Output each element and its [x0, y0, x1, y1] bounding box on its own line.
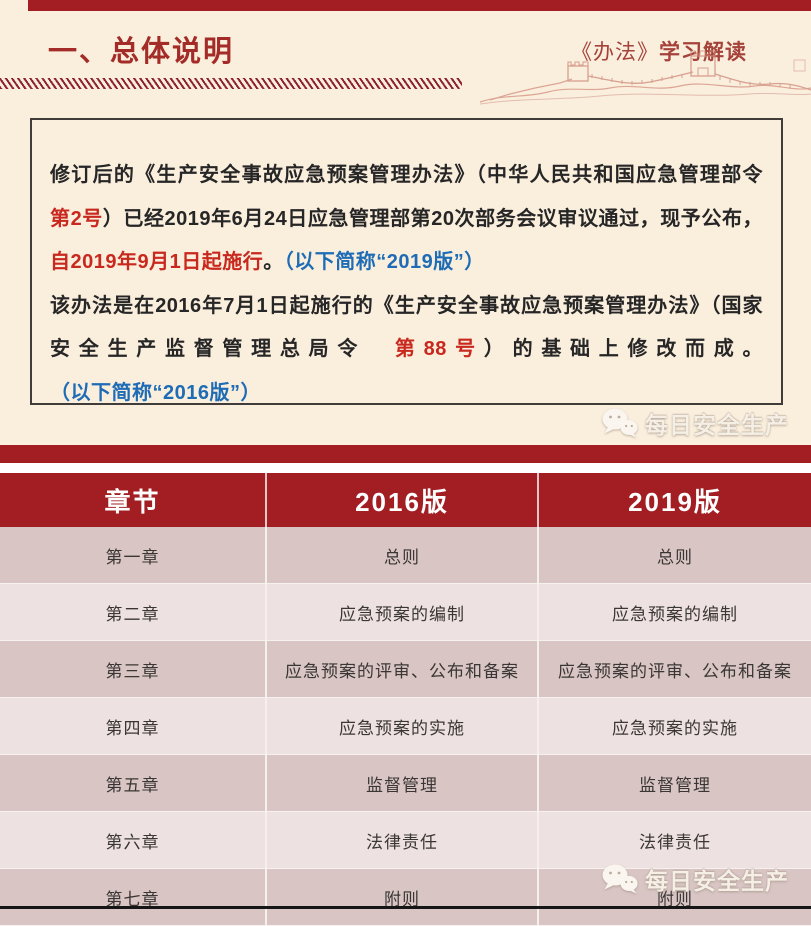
- bottom-edge-bar: [0, 906, 811, 909]
- table-cell: 第三章: [0, 641, 267, 697]
- table-cell: 第二章: [0, 584, 267, 640]
- intro-text-segment: ）的基础上修改而成。: [483, 338, 763, 360]
- table-cell: 附则: [657, 889, 693, 909]
- table-cell: 应急预案的编制: [612, 604, 738, 624]
- comparison-table-body: 第一章 总则 总则 第二章 应急预案的编制 应急预案的编制 第三章 应急预案的评审、公布和备案…: [0, 527, 811, 926]
- page-subtitle: 《办法》学习解读: [571, 36, 747, 66]
- table-header-row: 章节 2016版 2019版: [0, 473, 811, 527]
- table-cell: 第一章: [0, 527, 267, 583]
- table-cell: 应急预案的编制: [267, 584, 539, 640]
- table-cell: 附则: [267, 869, 539, 925]
- table-row: 第三章 应急预案的评审、公布和备案 应急预案的评审、公布和备案: [0, 641, 811, 698]
- intro-paragraph-1: 修订后的《生产安全事故应急预案管理办法》（中华人民共和国应急管理部令 第2号）已…: [50, 154, 763, 285]
- watermark-bottom: 每日安全生产: [601, 862, 789, 896]
- table-cell: 第四章: [0, 698, 267, 754]
- table-cell: 总则: [267, 527, 539, 583]
- table-cell: 应急预案的评审、公布和备案: [267, 641, 539, 697]
- table-header-2019: 2019版: [628, 486, 722, 517]
- intro-paragraph-2: 该办法是在2016年7月1日起施行的《生产安全事故应急预案管理办法》（国家安全生…: [50, 285, 763, 416]
- great-wall-illustration: [480, 50, 811, 105]
- intro-text-segment: 该办法是在2016年7月1日起施行的《生产安全事故应急预案管理办法》（国家安全生…: [50, 294, 763, 361]
- table-row: 第一章 总则 总则: [0, 527, 811, 584]
- table-cell: 第七章: [0, 869, 267, 925]
- table-cell: 应急预案的实施: [267, 698, 539, 754]
- table-cell: 应急预案的实施: [612, 718, 738, 738]
- table-cell: 第五章: [0, 755, 267, 811]
- hatched-divider: [0, 78, 462, 89]
- page-title: 一、总体说明: [48, 36, 235, 68]
- intro-text-segment: 修订后的《生产安全事故应急预案管理办法》（中华人民共和国应急管理部令: [50, 164, 784, 186]
- subtitle-rest: 学习解读: [659, 41, 747, 64]
- table-cell: 法律责任: [639, 832, 711, 852]
- table-row: 第四章 应急预案的实施 应急预案的实施: [0, 698, 811, 755]
- subtitle-prefix: 《办法》: [571, 41, 659, 64]
- wechat-icon: [602, 408, 638, 438]
- watermark-label: 每日安全生产: [645, 412, 789, 438]
- watermark-top: 每日安全生产: [601, 406, 789, 440]
- intro-text-segment: 。: [263, 251, 284, 273]
- table-header-2016: 2016版: [267, 473, 539, 527]
- intro-text-segment: 自2019年9月1日起施行: [50, 251, 264, 273]
- table-cell: 法律责任: [267, 812, 539, 868]
- intro-text-segment: 第2号: [50, 207, 103, 230]
- intro-text-segment: 第88号: [394, 338, 484, 360]
- intro-text-segment: ）已经2019年6月24日应急管理部第20次部务会议审议通过，现予公布，: [102, 207, 764, 230]
- intro-box: 修订后的《生产安全事故应急预案管理办法》（中华人民共和国应急管理部令 第2号）已…: [30, 118, 783, 405]
- table-cell: 应急预案的评审、公布和备案: [558, 661, 792, 681]
- table-cell: 监督管理: [267, 755, 539, 811]
- table-row: 第六章 法律责任 法律责任: [0, 812, 811, 869]
- table-cell: 监督管理: [639, 775, 711, 795]
- intro-text-segment: （以下简称“2016版”）: [50, 381, 261, 404]
- table-cell: 总则: [657, 547, 693, 567]
- top-accent-bar: [28, 0, 811, 11]
- table-row: 第五章 监督管理 监督管理: [0, 755, 811, 812]
- section-divider-bar: [0, 445, 811, 463]
- intro-text-segment: （以下简称“2019版”）: [283, 251, 485, 273]
- table-row: 第二章 应急预案的编制 应急预案的编制: [0, 584, 811, 641]
- comparison-table: 章节 2016版 2019版 第一章 总则 总则 第二章 应急预案的编制 应急预案的编制第…: [0, 463, 811, 926]
- table-cell: 第六章: [0, 812, 267, 868]
- watermark-label: 每日安全生产: [645, 868, 789, 894]
- table-header-chapter: 章节: [0, 473, 267, 527]
- wechat-icon: [602, 864, 638, 894]
